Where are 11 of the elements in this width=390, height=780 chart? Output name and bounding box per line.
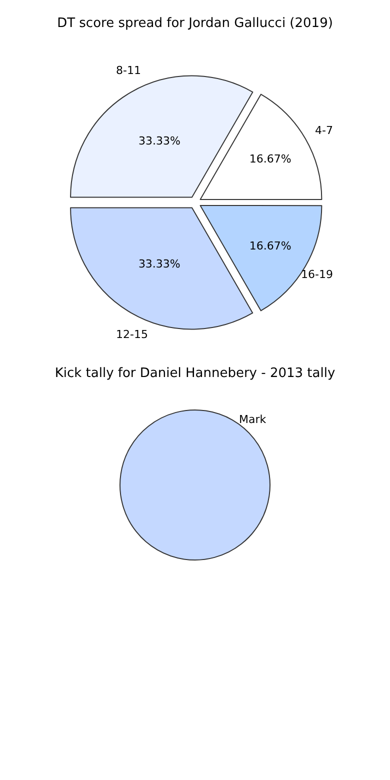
data-label: 33.33%	[138, 134, 180, 148]
slice-label: Mark	[239, 413, 267, 426]
data-label: 33.33%	[138, 258, 180, 271]
data-label: 16.67%	[249, 240, 292, 253]
slice-label: 16-19	[301, 268, 333, 281]
chart-title: Kick tally for Daniel Hannebery - 2013 tally	[54, 366, 336, 382]
slice-label: 8-11	[116, 64, 141, 77]
data-label: 16.67%	[249, 152, 292, 166]
slice-label: 12-15	[116, 328, 148, 341]
chart-title: DT score spread for Jordan Gallucci (2019)	[57, 16, 333, 32]
slice-label: 4-7	[315, 124, 333, 137]
